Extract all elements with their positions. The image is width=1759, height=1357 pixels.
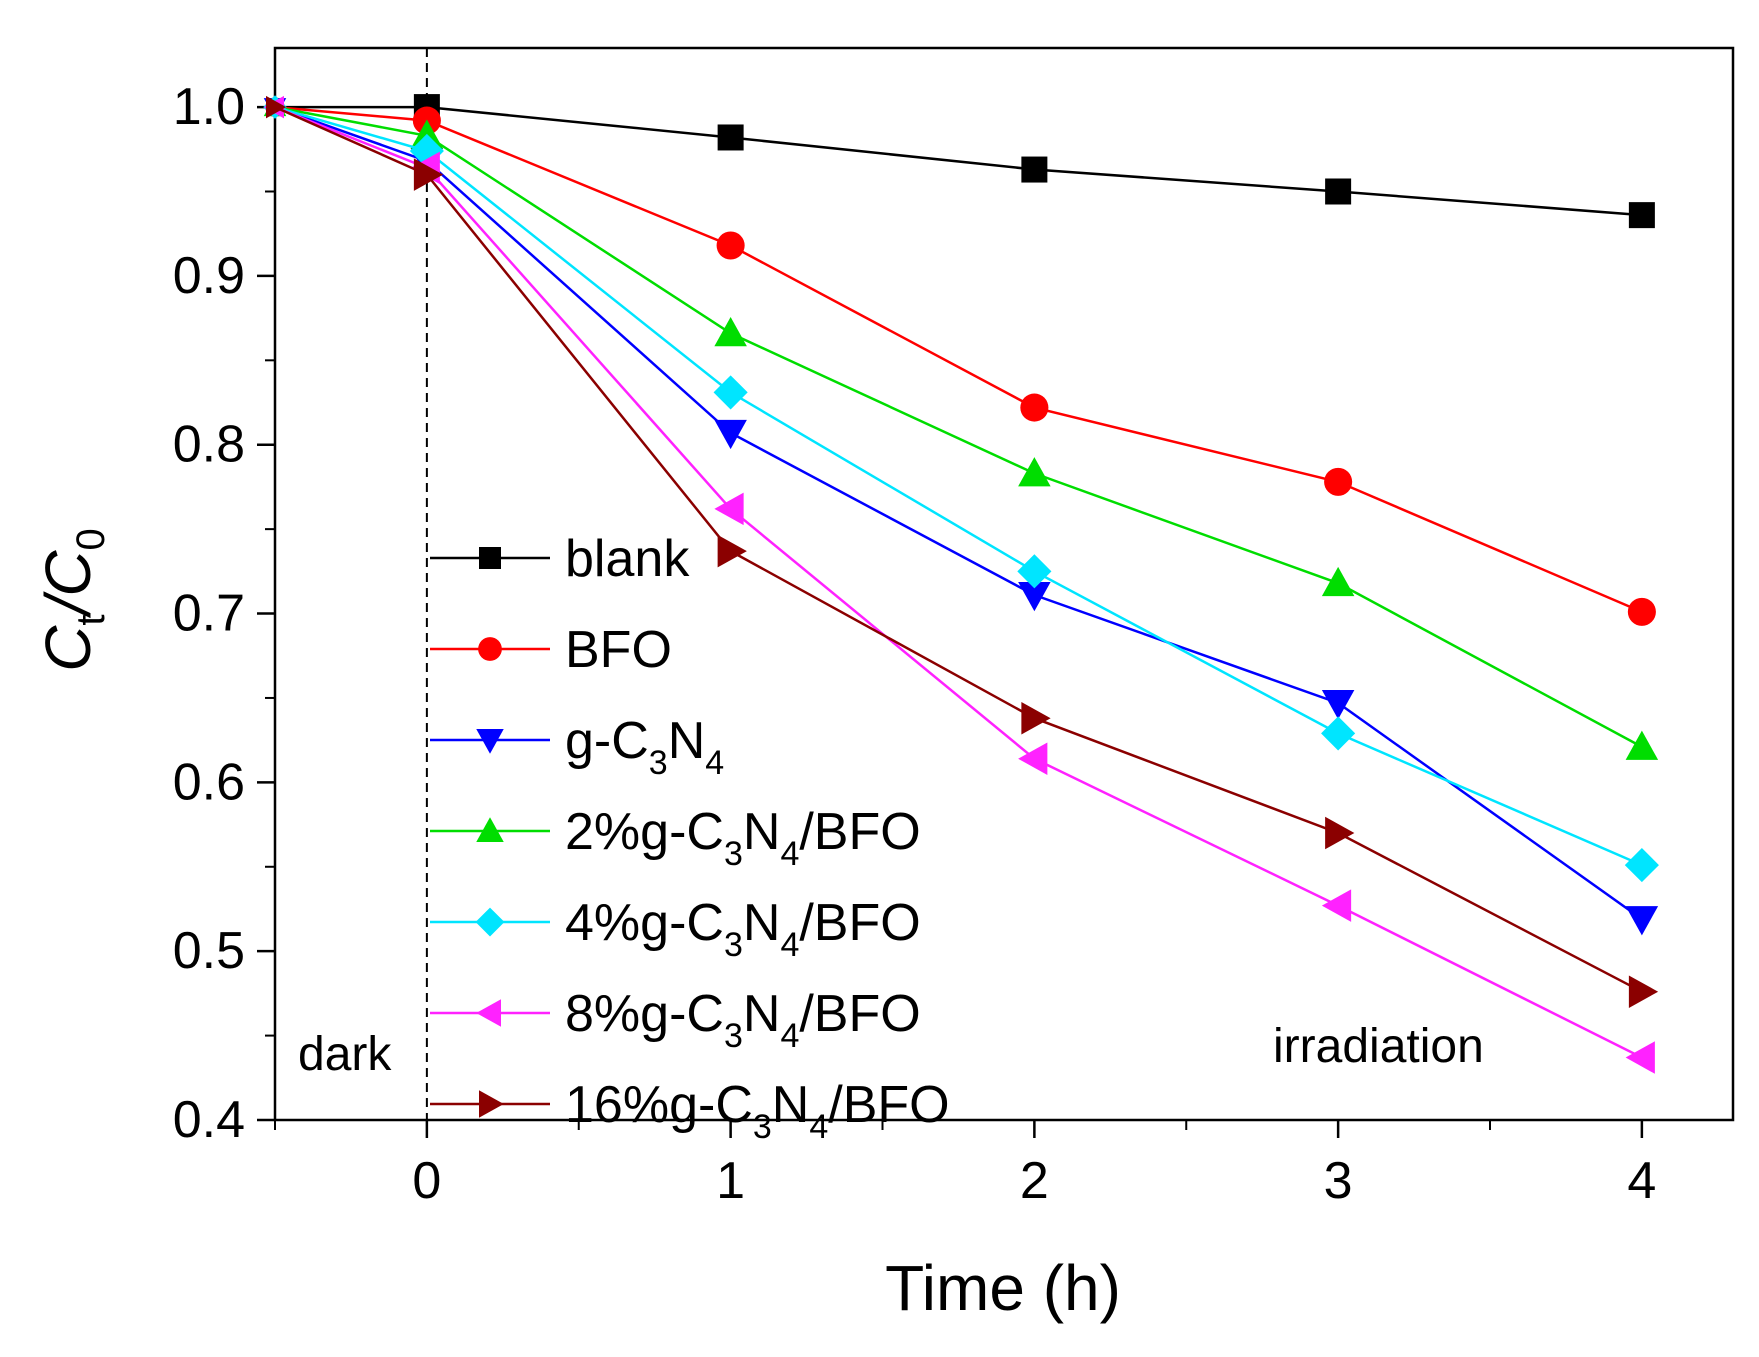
- data-point: [1321, 566, 1355, 597]
- legend-entry: blank: [430, 530, 690, 588]
- data-point: [714, 317, 747, 347]
- legend-label: 16%g-C3N4/BFO: [565, 1076, 950, 1146]
- series-line: [275, 105, 1642, 217]
- legend-entry: g-C3N4: [430, 712, 724, 782]
- y-tick-label: 0.9: [173, 247, 245, 305]
- x-tick-label: 3: [1324, 1152, 1353, 1210]
- series-g-c3n4: [263, 98, 1659, 936]
- data-point: [1018, 457, 1051, 487]
- legend-label: blank: [565, 530, 690, 588]
- data-point: [1021, 701, 1051, 735]
- data-point: [713, 375, 748, 410]
- y-axis-label-main: C: [32, 625, 104, 672]
- data-point: [1018, 742, 1048, 775]
- data-point: [1325, 816, 1355, 850]
- x-tick-label: 2: [1020, 1152, 1049, 1210]
- legend: blank BFO g-C3N4 2%g-C3N4/BFO 4%g-C3N4/BFO 8%…: [430, 530, 950, 1146]
- x-tick-label: 0: [412, 1152, 441, 1210]
- data-point: [1321, 690, 1355, 720]
- data-point: [266, 95, 287, 119]
- data-point: [1627, 597, 1656, 626]
- legend-label: BFO: [565, 621, 672, 679]
- data-point: [717, 534, 747, 568]
- x-axis-label: Time (h): [885, 1252, 1121, 1324]
- y-tick-label: 0.5: [173, 922, 245, 980]
- legend-entry: 4%g-C3N4/BFO: [430, 894, 921, 964]
- series-line: [274, 105, 1643, 614]
- legend-entry: 2%g-C3N4/BFO: [430, 803, 921, 873]
- y-tick-label: 0.8: [173, 416, 245, 474]
- x-tick-label: 1: [716, 1152, 745, 1210]
- legend-label: 2%g-C3N4/BFO: [565, 803, 921, 873]
- legend-marker: [478, 637, 502, 661]
- plot-frame: [273, 46, 1735, 1122]
- legend-entry: BFO: [430, 621, 672, 679]
- data-point: [1324, 467, 1353, 496]
- annotation-dark: dark: [298, 1028, 392, 1081]
- legend-marker: [479, 547, 501, 569]
- data-point: [1625, 1041, 1655, 1074]
- y-axis-label: Ct/C0: [32, 528, 113, 672]
- y-tick-label: 0.7: [173, 585, 245, 643]
- series-16pct-g-c3n4-bfo: [266, 95, 1659, 1008]
- series-8pct-g-c3n4-bfo: [263, 95, 1655, 1074]
- annotation-irradiation: irradiation: [1273, 1020, 1484, 1073]
- legend-label: g-C3N4: [565, 712, 724, 782]
- series-layer: [263, 94, 1659, 1074]
- series-2pct-g-c3n4-bfo: [263, 95, 1659, 760]
- data-point: [1625, 906, 1659, 936]
- y-axis-label-sub1: t: [69, 614, 113, 625]
- series-line: [274, 105, 1643, 921]
- series-line: [274, 105, 1643, 993]
- data-point: [1628, 202, 1655, 229]
- series-line: [274, 105, 1643, 749]
- series-blank: [266, 94, 1655, 229]
- data-point: [1018, 581, 1051, 612]
- series-line: [274, 105, 1643, 1059]
- legend-marker: [476, 999, 501, 1027]
- legend-entry: 8%g-C3N4/BFO: [430, 985, 921, 1055]
- x-tick-label: 4: [1627, 1152, 1656, 1210]
- data-point: [717, 124, 744, 151]
- data-point: [1017, 554, 1052, 589]
- series-bfo: [265, 97, 1656, 626]
- y-tick-label: 0.6: [173, 753, 245, 811]
- data-point: [1628, 975, 1659, 1008]
- legend-entry: 16%g-C3N4/BFO: [430, 1076, 950, 1146]
- legend-label: 4%g-C3N4/BFO: [565, 894, 921, 964]
- y-axis: 0.4 0.5 0.6 0.7 0.8 0.9 1.0: [173, 78, 275, 1149]
- y-axis-label-sub2: 0: [69, 528, 113, 550]
- data-point: [716, 231, 745, 260]
- y-tick-label: 1.0: [173, 78, 245, 136]
- legend-marker: [479, 1090, 504, 1118]
- series-line: [274, 105, 1643, 867]
- data-point: [413, 158, 444, 191]
- legend-label: 8%g-C3N4/BFO: [565, 985, 921, 1055]
- data-point: [1321, 716, 1356, 751]
- data-point: [1325, 178, 1352, 205]
- series-4pct-g-c3n4-bfo: [263, 95, 1659, 883]
- data-point: [1020, 393, 1049, 422]
- y-tick-label: 0.4: [173, 1091, 245, 1149]
- data-point: [1321, 889, 1352, 922]
- data-point: [1624, 848, 1659, 883]
- legend-marker: [476, 817, 504, 842]
- data-point: [1021, 156, 1048, 183]
- legend-marker: [475, 907, 505, 937]
- data-point: [714, 419, 747, 450]
- data-point: [714, 492, 744, 526]
- x-axis: 0 1 2 3 4: [274, 1120, 1656, 1210]
- legend-marker: [476, 729, 504, 754]
- data-point: [1625, 730, 1659, 760]
- y-axis-label-sep: /C: [32, 550, 104, 619]
